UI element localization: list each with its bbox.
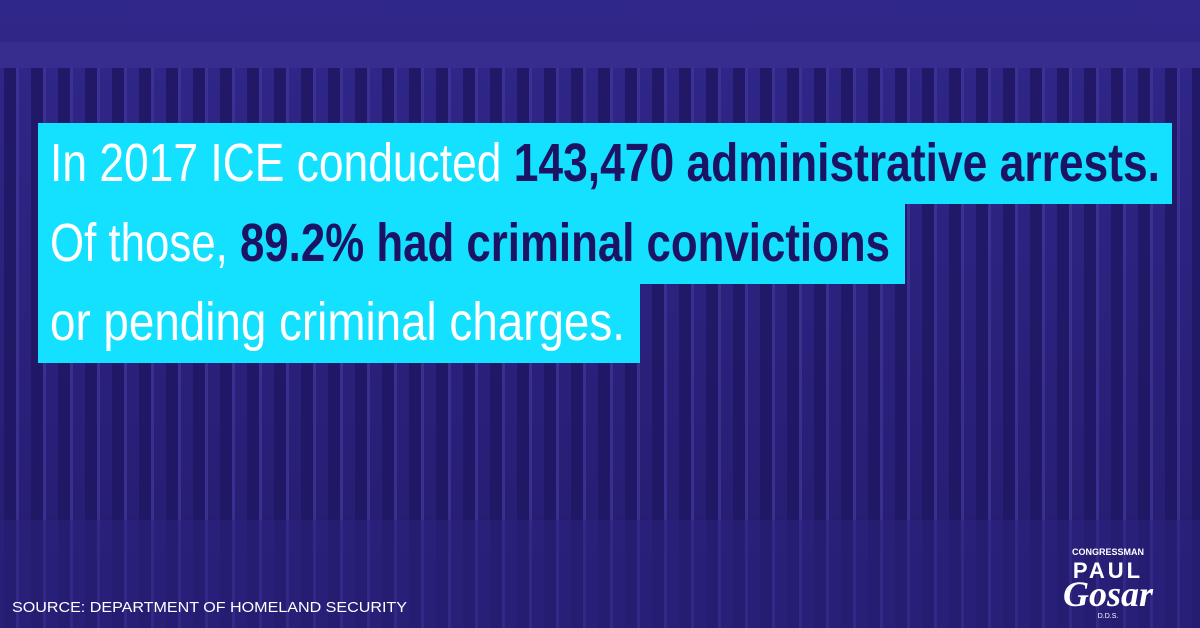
fence-post <box>880 68 883 628</box>
fence-post <box>1138 68 1150 628</box>
fence-post <box>0 42 1200 68</box>
fence-post <box>799 68 802 628</box>
fence-post <box>718 68 721 628</box>
headline-text: In 2017 ICE conducted <box>50 133 514 193</box>
fence-post <box>949 68 961 628</box>
fence-post <box>691 68 694 628</box>
highlight-box <box>38 203 905 284</box>
headline-emphasis: 143,470 administrative arrests. <box>514 133 1160 193</box>
headline-line: In 2017 ICE conducted 143,470 administra… <box>50 133 1160 193</box>
fence-post <box>1111 68 1123 628</box>
headline-text: or pending criminal charges. <box>50 292 625 352</box>
fence-post <box>1057 68 1069 628</box>
fence-post <box>1042 68 1045 628</box>
headline-emphasis: 89.2% had criminal convictions <box>240 213 890 273</box>
fence-post <box>1192 68 1200 628</box>
logo-suffix: D.D.S. <box>1098 613 1119 620</box>
fence-post <box>1096 68 1099 628</box>
logo: CONGRESSMAN PAUL Gosar D.D.S. <box>1063 547 1154 620</box>
fence-post <box>1084 68 1096 628</box>
fence-post <box>1030 68 1042 628</box>
headline-line: or pending criminal charges. <box>50 292 625 352</box>
fence-post <box>0 520 1200 628</box>
fence-post <box>664 68 667 628</box>
logo-title: CONGRESSMAN <box>1072 547 1144 557</box>
fence-post <box>1177 68 1180 628</box>
fence-post <box>961 68 964 628</box>
highlight-boxes <box>38 123 1172 363</box>
highlight-box <box>38 123 1172 204</box>
logo-first-name: PAUL <box>1073 558 1143 583</box>
headline-line: Of those, 89.2% had criminal convictions <box>50 213 890 273</box>
fence-post <box>1015 68 1018 628</box>
fence-post <box>1165 68 1177 628</box>
source: SOURCE: DEPARTMENT OF HOMELAND SECURITY <box>12 599 407 616</box>
fence-post <box>772 68 775 628</box>
highlight-box <box>38 283 640 363</box>
fence-post <box>1069 68 1072 628</box>
headline-text: Of those, <box>50 213 240 273</box>
fence-post <box>4 68 16 628</box>
fence-post <box>922 68 934 628</box>
fence-post <box>988 68 991 628</box>
fence-post <box>907 68 910 628</box>
fence-post <box>826 68 829 628</box>
fence-post <box>976 68 988 628</box>
logo-last-name: Gosar <box>1063 574 1154 614</box>
fence-post <box>16 68 19 628</box>
fence-post <box>1003 68 1015 628</box>
fence-post <box>745 68 748 628</box>
fence-post <box>934 68 937 628</box>
fence-post <box>1123 68 1126 628</box>
fence-post <box>1150 68 1153 628</box>
fence-post <box>853 68 856 628</box>
